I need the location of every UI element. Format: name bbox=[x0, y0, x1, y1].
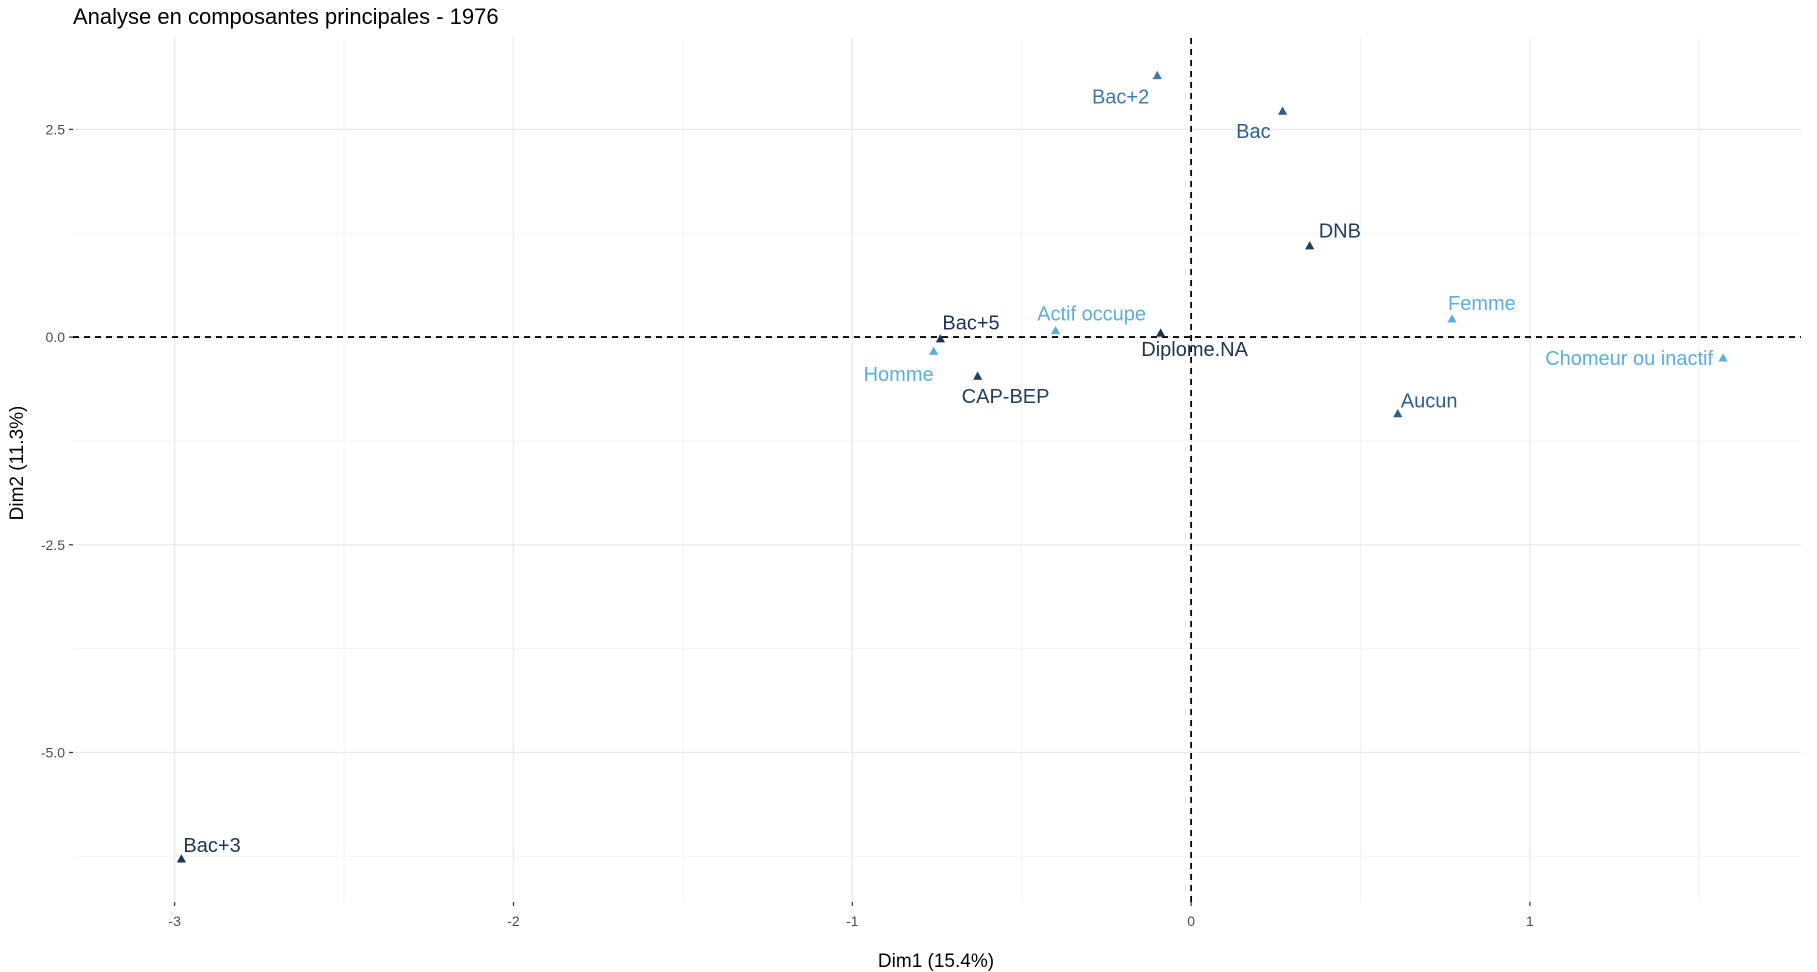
x-tick-label: -3 bbox=[168, 913, 181, 929]
point-label: CAP-BEP bbox=[962, 386, 1050, 408]
x-axis-title: Dim1 (15.4%) bbox=[878, 951, 994, 972]
point-label: Diplome.NA bbox=[1141, 339, 1248, 361]
y-tick-label: 0.0 bbox=[46, 329, 66, 345]
point-marker bbox=[973, 371, 983, 380]
point-label: Bac+3 bbox=[183, 835, 240, 857]
x-tick-label: -1 bbox=[846, 913, 859, 929]
point-label: Bac+5 bbox=[942, 313, 999, 335]
point-marker bbox=[1050, 325, 1061, 335]
reference-lines bbox=[73, 38, 1801, 902]
point-label: Chomeur ou inactif bbox=[1545, 348, 1713, 370]
point-marker bbox=[1718, 353, 1728, 362]
tick-labels: -3 -2 -1 0 1 2.5 0.0 -2.5 -5.0 bbox=[41, 121, 1534, 929]
point-label: Bac+2 bbox=[1092, 86, 1149, 108]
point-label: Aucun bbox=[1401, 391, 1458, 413]
point-marker bbox=[1152, 70, 1162, 80]
y-tick-label: -5.0 bbox=[41, 744, 65, 760]
point-marker bbox=[1305, 241, 1315, 250]
point-marker bbox=[935, 334, 945, 343]
point-label: DNB bbox=[1319, 221, 1361, 243]
point-label: Actif occupe bbox=[1037, 303, 1146, 325]
grid bbox=[73, 38, 1801, 902]
y-axis-title: Dim2 (11.3%) bbox=[7, 406, 28, 521]
point-marker bbox=[929, 346, 939, 355]
point-label: Homme bbox=[864, 364, 934, 386]
y-tick-label: -2.5 bbox=[41, 537, 65, 553]
point-marker bbox=[176, 854, 187, 863]
y-tick-label: 2.5 bbox=[46, 121, 66, 137]
x-tick-label: 1 bbox=[1526, 913, 1534, 929]
point-marker bbox=[1447, 314, 1457, 323]
chart-title: Analyse en composantes principales - 197… bbox=[73, 4, 499, 29]
point-label: Femme bbox=[1448, 293, 1516, 315]
x-tick-label: -2 bbox=[507, 913, 520, 929]
points: Bac+2 Bac DNB Femme Actif occupe Bac+5 Diplome… bbox=[176, 70, 1728, 863]
x-tick-label: 0 bbox=[1187, 913, 1195, 929]
point-label: Bac bbox=[1236, 121, 1270, 143]
point-marker bbox=[1393, 408, 1403, 418]
point-marker bbox=[1156, 328, 1166, 337]
point-marker bbox=[1278, 106, 1288, 115]
